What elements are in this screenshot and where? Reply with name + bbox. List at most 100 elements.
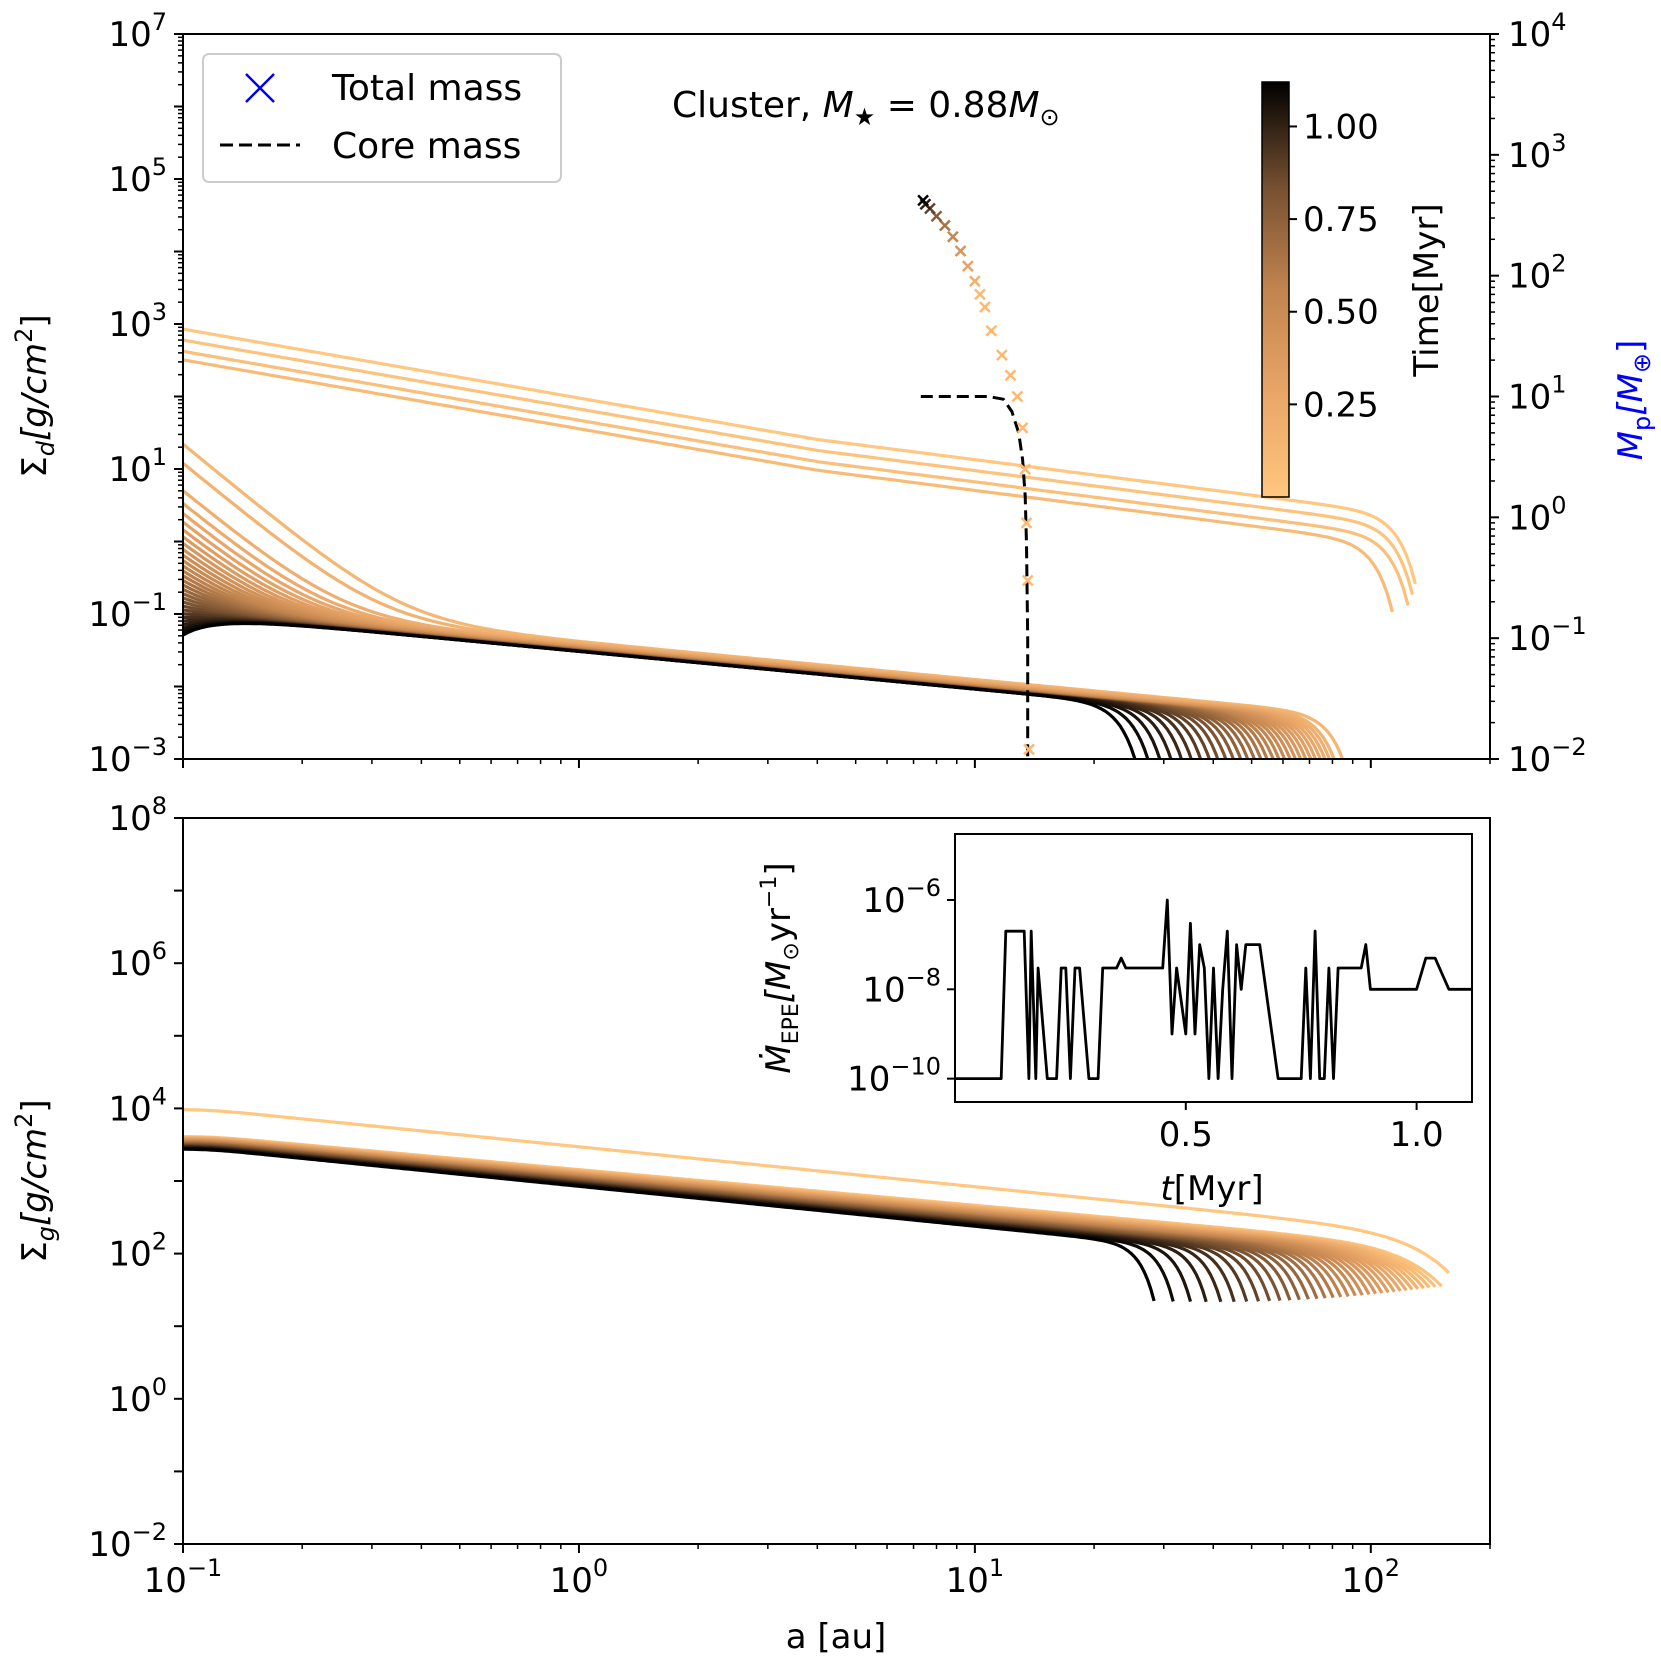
right-y-label-sub: p xyxy=(1628,416,1656,431)
colorbar: 0.25 0.50 0.75 1.00 Time[Myr] xyxy=(1261,81,1447,498)
colorbar-gradient xyxy=(1261,81,1290,498)
right-y-label-end: ] xyxy=(1611,340,1651,353)
bottom-ytick-label-exp: 2 xyxy=(152,1228,167,1256)
top-ytick-label-base: 10 xyxy=(108,15,151,55)
top-ytick-label-base: 10 xyxy=(88,740,131,780)
inset-ytick-label-base: 10 xyxy=(847,1060,890,1100)
panel-title-sub: ★ xyxy=(854,103,876,131)
total-mass-marker xyxy=(954,245,967,257)
inset-rate-path xyxy=(955,898,1472,1080)
core-mass-line xyxy=(920,395,1030,759)
panel-title: Cluster, M★ = 0.88M⊙ xyxy=(672,85,1060,131)
legend: Total mass Core mass xyxy=(202,53,562,183)
bottom-ytick-label: 104 xyxy=(108,1082,167,1129)
right-ytick-label-exp: 2 xyxy=(1551,250,1566,278)
top-ytick-label-base: 10 xyxy=(88,595,131,635)
top-y-label-sub: d xyxy=(32,440,60,456)
right-ytick-label: 101 xyxy=(1508,371,1567,418)
bottom-xtick-label-base: 10 xyxy=(550,1561,593,1601)
total-mass-marker xyxy=(1020,516,1033,529)
top-ytick-label-base: 10 xyxy=(108,450,151,490)
bottom-y-label: Σg[g/cm2] xyxy=(10,1099,60,1262)
inset-ytick-label: 10−8 xyxy=(862,963,941,1010)
bottom-ytick-label-exp: 6 xyxy=(152,937,167,965)
top-ytick-label-exp: 1 xyxy=(152,443,167,471)
top-ytick-label: 103 xyxy=(108,298,167,345)
legend-total-mass-marker xyxy=(245,73,275,103)
top-ytick-label-exp: −3 xyxy=(132,733,167,761)
right-y-label-main: M xyxy=(1611,431,1651,460)
colorbar-label: Time[Myr] xyxy=(1407,203,1447,377)
inset-rate-line xyxy=(955,898,1472,1080)
bottom-ytick-label: 100 xyxy=(108,1373,167,1420)
legend-box xyxy=(202,53,562,183)
right-ytick-label: 103 xyxy=(1508,129,1567,176)
total-mass-marker xyxy=(974,288,986,301)
planet-track xyxy=(917,194,1035,759)
bottom-ytick-label-exp: 8 xyxy=(152,792,167,820)
total-mass-marker xyxy=(961,260,974,272)
right-ytick-label-exp: 0 xyxy=(1551,491,1566,519)
top-ytick-label: 10−3 xyxy=(88,733,167,780)
bottom-ytick-label-base: 10 xyxy=(108,1380,151,1420)
top-ytick-label: 105 xyxy=(108,153,167,200)
inset-ytick-label-exp: −10 xyxy=(890,1053,941,1081)
inset-y-label-sup: −1 xyxy=(757,876,782,908)
top-ytick-label-base: 10 xyxy=(108,160,151,200)
right-y-label-rest: [M xyxy=(1611,373,1651,416)
top-dust-curve xyxy=(183,618,1184,759)
inset-x-label: t[Myr] xyxy=(1160,1169,1263,1209)
panel-title-m2: M xyxy=(1008,85,1039,126)
top-ytick-label: 101 xyxy=(108,443,167,490)
bottom-ytick-label: 102 xyxy=(108,1228,167,1275)
inset-x-label-main: t xyxy=(1160,1169,1175,1209)
total-mass-marker xyxy=(1021,574,1034,587)
inset-ytick-label-exp: −8 xyxy=(906,963,941,991)
top-y-label-main: Σ xyxy=(15,456,55,477)
top-dust-curve xyxy=(183,615,1193,759)
legend-core-mass-label: Core mass xyxy=(332,126,521,167)
colorbar-tick-label: 0.25 xyxy=(1303,385,1379,425)
total-mass-marker xyxy=(939,219,951,232)
top-ytick-label: 107 xyxy=(108,8,167,55)
panel-title-rest: = 0.88 xyxy=(875,85,1008,126)
colorbar-ticks: 0.25 0.50 0.75 1.00 xyxy=(1289,107,1379,425)
inset-y-label-unit: yr xyxy=(759,908,799,942)
inset-y-label-sub2: ⊙ xyxy=(779,942,804,960)
bottom-gas-curve xyxy=(183,1147,1156,1302)
top-ytick-label-exp: −1 xyxy=(132,588,167,616)
total-mass-marker xyxy=(995,349,1008,362)
right-ytick-label-base: 10 xyxy=(1508,619,1551,659)
total-mass-marker xyxy=(1023,743,1035,756)
right-ytick-label-base: 10 xyxy=(1508,378,1551,418)
bottom-xtick-label-exp: 0 xyxy=(593,1554,608,1582)
inset-ytick-label: 10−10 xyxy=(847,1053,941,1100)
right-ytick-label-exp: 4 xyxy=(1551,8,1566,36)
bottom-ytick-label-exp: 0 xyxy=(152,1373,167,1401)
right-ytick-label-exp: 3 xyxy=(1551,129,1566,157)
total-mass-marker xyxy=(968,275,981,288)
x-axis-label: a [au] xyxy=(786,1617,887,1657)
right-y-label: Mp[M⊕] xyxy=(1611,340,1656,461)
right-ytick-label: 10−1 xyxy=(1508,612,1587,659)
inset-y-label-end: ] xyxy=(759,862,799,875)
bottom-xtick-label-base: 10 xyxy=(1342,1561,1385,1601)
bottom-y-label-sup: 2 xyxy=(10,1113,38,1128)
top-dust-curve xyxy=(183,621,1150,759)
right-ytick-label-exp: −1 xyxy=(1551,612,1586,640)
right-ytick-label-exp: 1 xyxy=(1551,371,1566,399)
bottom-xtick-label-exp: 1 xyxy=(989,1554,1004,1582)
top-ytick-label-exp: 7 xyxy=(152,8,167,36)
bottom-ytick-label-exp: −2 xyxy=(132,1518,167,1546)
right-ytick-label-base: 10 xyxy=(1508,15,1551,55)
top-y-label: Σd[g/cm2] xyxy=(10,314,60,477)
inset-xtick-label: 1.0 xyxy=(1390,1115,1444,1155)
top-dust-curve xyxy=(183,621,1137,759)
bottom-ytick-label-base: 10 xyxy=(108,1235,151,1275)
bottom-ytick-label-base: 10 xyxy=(108,799,151,839)
right-ytick-label: 100 xyxy=(1508,491,1567,538)
